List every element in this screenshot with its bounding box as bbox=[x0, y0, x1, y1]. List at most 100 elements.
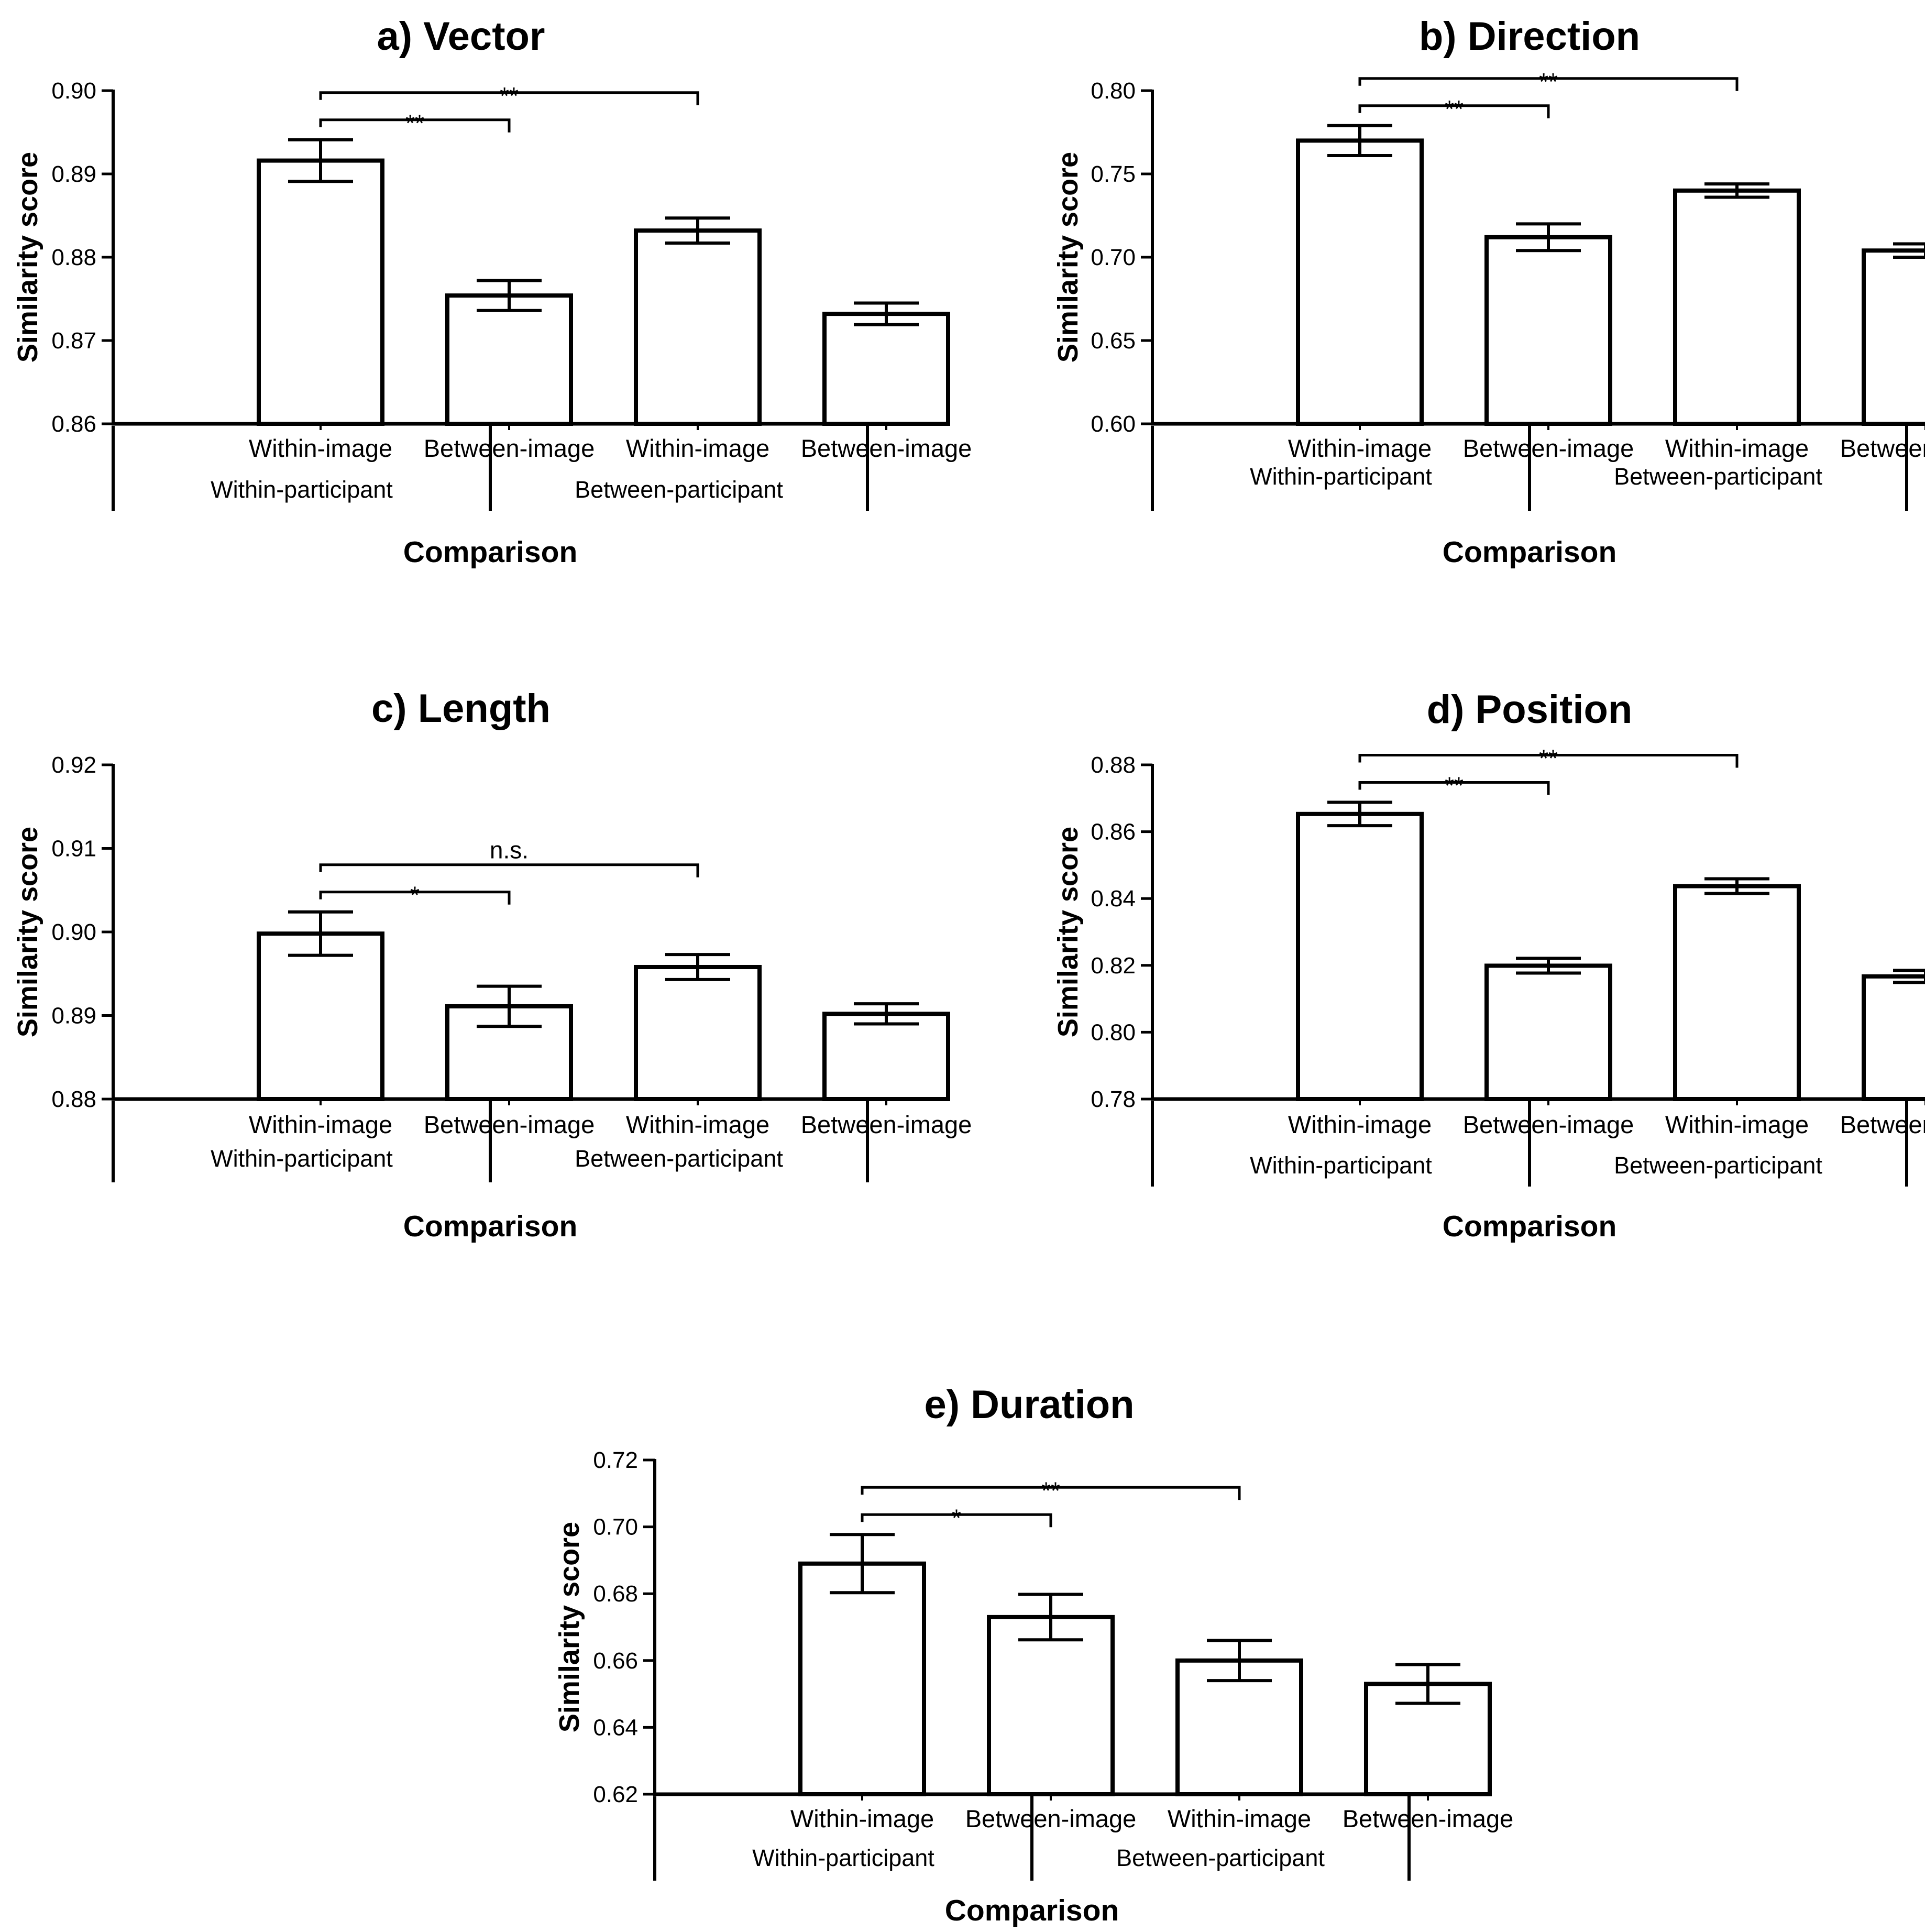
significance-label: ** bbox=[1041, 1477, 1060, 1504]
bar bbox=[822, 1012, 950, 1102]
x-axis-label: Comparison bbox=[945, 1894, 1119, 1927]
y-tick-label: 0.60 bbox=[1091, 411, 1136, 437]
significance-bracket bbox=[319, 118, 511, 133]
y-tick-label: 0.86 bbox=[51, 411, 96, 437]
significance-label: ** bbox=[405, 109, 424, 137]
significance-bracket bbox=[319, 91, 699, 105]
significance-label: * bbox=[410, 882, 420, 909]
group-label: Within-participant bbox=[211, 1145, 393, 1172]
significance-bracket bbox=[319, 891, 511, 905]
chart-title: a) Vector bbox=[377, 14, 545, 59]
group-label: Between-participant bbox=[1614, 1152, 1822, 1179]
y-tick-label: 0.87 bbox=[51, 328, 96, 354]
significance-label: ** bbox=[1539, 68, 1558, 95]
bar bbox=[257, 931, 384, 1101]
y-tick-label: 0.65 bbox=[1091, 328, 1136, 354]
category-label: Within-image bbox=[790, 1805, 934, 1832]
significance-bracket bbox=[1358, 104, 1550, 118]
bar bbox=[1484, 235, 1612, 426]
chart-panel-duration: e) Duration 0.62 0.64 0.66 0.68 0.70 0.72 Simil… bbox=[554, 1382, 1513, 1927]
significance-label: ** bbox=[1445, 772, 1464, 799]
y-tick-label: 0.80 bbox=[1091, 1019, 1136, 1045]
bar bbox=[257, 158, 384, 426]
y-tick-label: 0.88 bbox=[51, 1086, 96, 1112]
y-axis-label: Similarity score bbox=[12, 152, 43, 363]
category-label: Between-image bbox=[1840, 434, 1925, 462]
group-label: Within-participant bbox=[211, 476, 393, 503]
category-label: Between-image bbox=[1463, 434, 1634, 462]
category-label: Between-image bbox=[965, 1805, 1137, 1832]
y-tick-label: 0.68 bbox=[593, 1581, 638, 1607]
category-label: Within-image bbox=[1288, 1111, 1432, 1138]
chart-panel-position: d) Position 0.78 0.80 0.82 0.84 0.86 0.88 Simil… bbox=[1052, 687, 1925, 1243]
y-tick-label: 0.64 bbox=[593, 1715, 638, 1740]
group-label: Between-participant bbox=[1116, 1845, 1325, 1871]
significance-bracket bbox=[861, 1486, 1241, 1500]
y-tick-label: 0.78 bbox=[1091, 1086, 1136, 1112]
bar bbox=[1862, 248, 1925, 426]
y-tick-label: 0.91 bbox=[51, 836, 96, 862]
y-axis-label: Similarity score bbox=[554, 1522, 585, 1732]
y-tick-label: 0.62 bbox=[593, 1782, 638, 1807]
chart-title: c) Length bbox=[371, 686, 551, 731]
bar bbox=[1484, 963, 1612, 1101]
category-label: Within-image bbox=[249, 434, 392, 462]
y-tick-label: 0.80 bbox=[1091, 78, 1136, 104]
y-tick-label: 0.75 bbox=[1091, 161, 1136, 187]
x-axis-label: Comparison bbox=[1443, 535, 1617, 569]
bar bbox=[1673, 884, 1801, 1101]
group-label: Within-participant bbox=[752, 1845, 934, 1871]
category-label: Between-image bbox=[1840, 1111, 1925, 1138]
y-axis-label: Similarity score bbox=[1052, 152, 1084, 363]
chart-title: b) Direction bbox=[1419, 14, 1640, 59]
y-tick-label: 0.84 bbox=[1091, 886, 1136, 912]
bar bbox=[987, 1615, 1115, 1797]
category-label: Between-image bbox=[424, 1111, 595, 1138]
group-label: Within-participant bbox=[1250, 463, 1432, 490]
significance-bracket bbox=[1358, 781, 1550, 795]
y-tick-label: 0.86 bbox=[1091, 819, 1136, 845]
y-tick-label: 0.90 bbox=[51, 919, 96, 945]
category-label: Within-image bbox=[249, 1111, 392, 1138]
chart-panel-vector: a) Vector 0.86 0.87 0.88 0.89 0.90 Similarity … bbox=[12, 14, 972, 569]
x-axis-label: Comparison bbox=[1443, 1210, 1617, 1243]
category-label: Between-image bbox=[424, 434, 595, 462]
significance-label: ** bbox=[1539, 744, 1558, 772]
bar bbox=[445, 293, 573, 426]
y-tick-label: 0.82 bbox=[1091, 953, 1136, 979]
bar bbox=[798, 1561, 926, 1797]
significance-label: ** bbox=[1445, 95, 1464, 123]
significance-bracket bbox=[1358, 77, 1739, 91]
category-label: Within-image bbox=[1665, 1111, 1809, 1138]
y-tick-label: 0.66 bbox=[593, 1648, 638, 1674]
chart-title: e) Duration bbox=[924, 1382, 1134, 1427]
bar bbox=[1862, 974, 1925, 1101]
bar bbox=[1296, 811, 1424, 1101]
significance-bracket bbox=[861, 1513, 1052, 1528]
group-label: Within-participant bbox=[1250, 1152, 1432, 1179]
bar bbox=[1673, 188, 1801, 426]
significance-label: ** bbox=[500, 82, 519, 109]
y-tick-label: 0.89 bbox=[51, 161, 96, 187]
y-axis-label: Similarity score bbox=[12, 827, 43, 1037]
y-tick-label: 0.70 bbox=[1091, 245, 1136, 270]
category-label: Between-image bbox=[801, 1111, 972, 1138]
significance-bracket bbox=[319, 863, 699, 877]
significance-label: n.s. bbox=[490, 837, 529, 864]
y-tick-label: 0.88 bbox=[51, 245, 96, 270]
x-axis-label: Comparison bbox=[403, 1210, 578, 1243]
category-label: Between-image bbox=[801, 434, 972, 462]
category-label: Within-image bbox=[1665, 434, 1809, 462]
significance-label: * bbox=[952, 1504, 961, 1531]
significance-bracket bbox=[1358, 753, 1739, 768]
y-tick-label: 0.89 bbox=[51, 1003, 96, 1029]
group-label: Between-participant bbox=[575, 1145, 783, 1172]
category-label: Between-image bbox=[1343, 1805, 1514, 1832]
category-label: Within-image bbox=[1288, 434, 1432, 462]
chart-panel-length: c) Length 0.88 0.89 0.90 0.91 0.92 Similarity … bbox=[12, 686, 972, 1243]
y-tick-label: 0.72 bbox=[593, 1447, 638, 1473]
category-label: Within-image bbox=[1168, 1805, 1311, 1832]
category-label: Within-image bbox=[626, 1111, 769, 1138]
y-tick-label: 0.88 bbox=[1091, 752, 1136, 778]
